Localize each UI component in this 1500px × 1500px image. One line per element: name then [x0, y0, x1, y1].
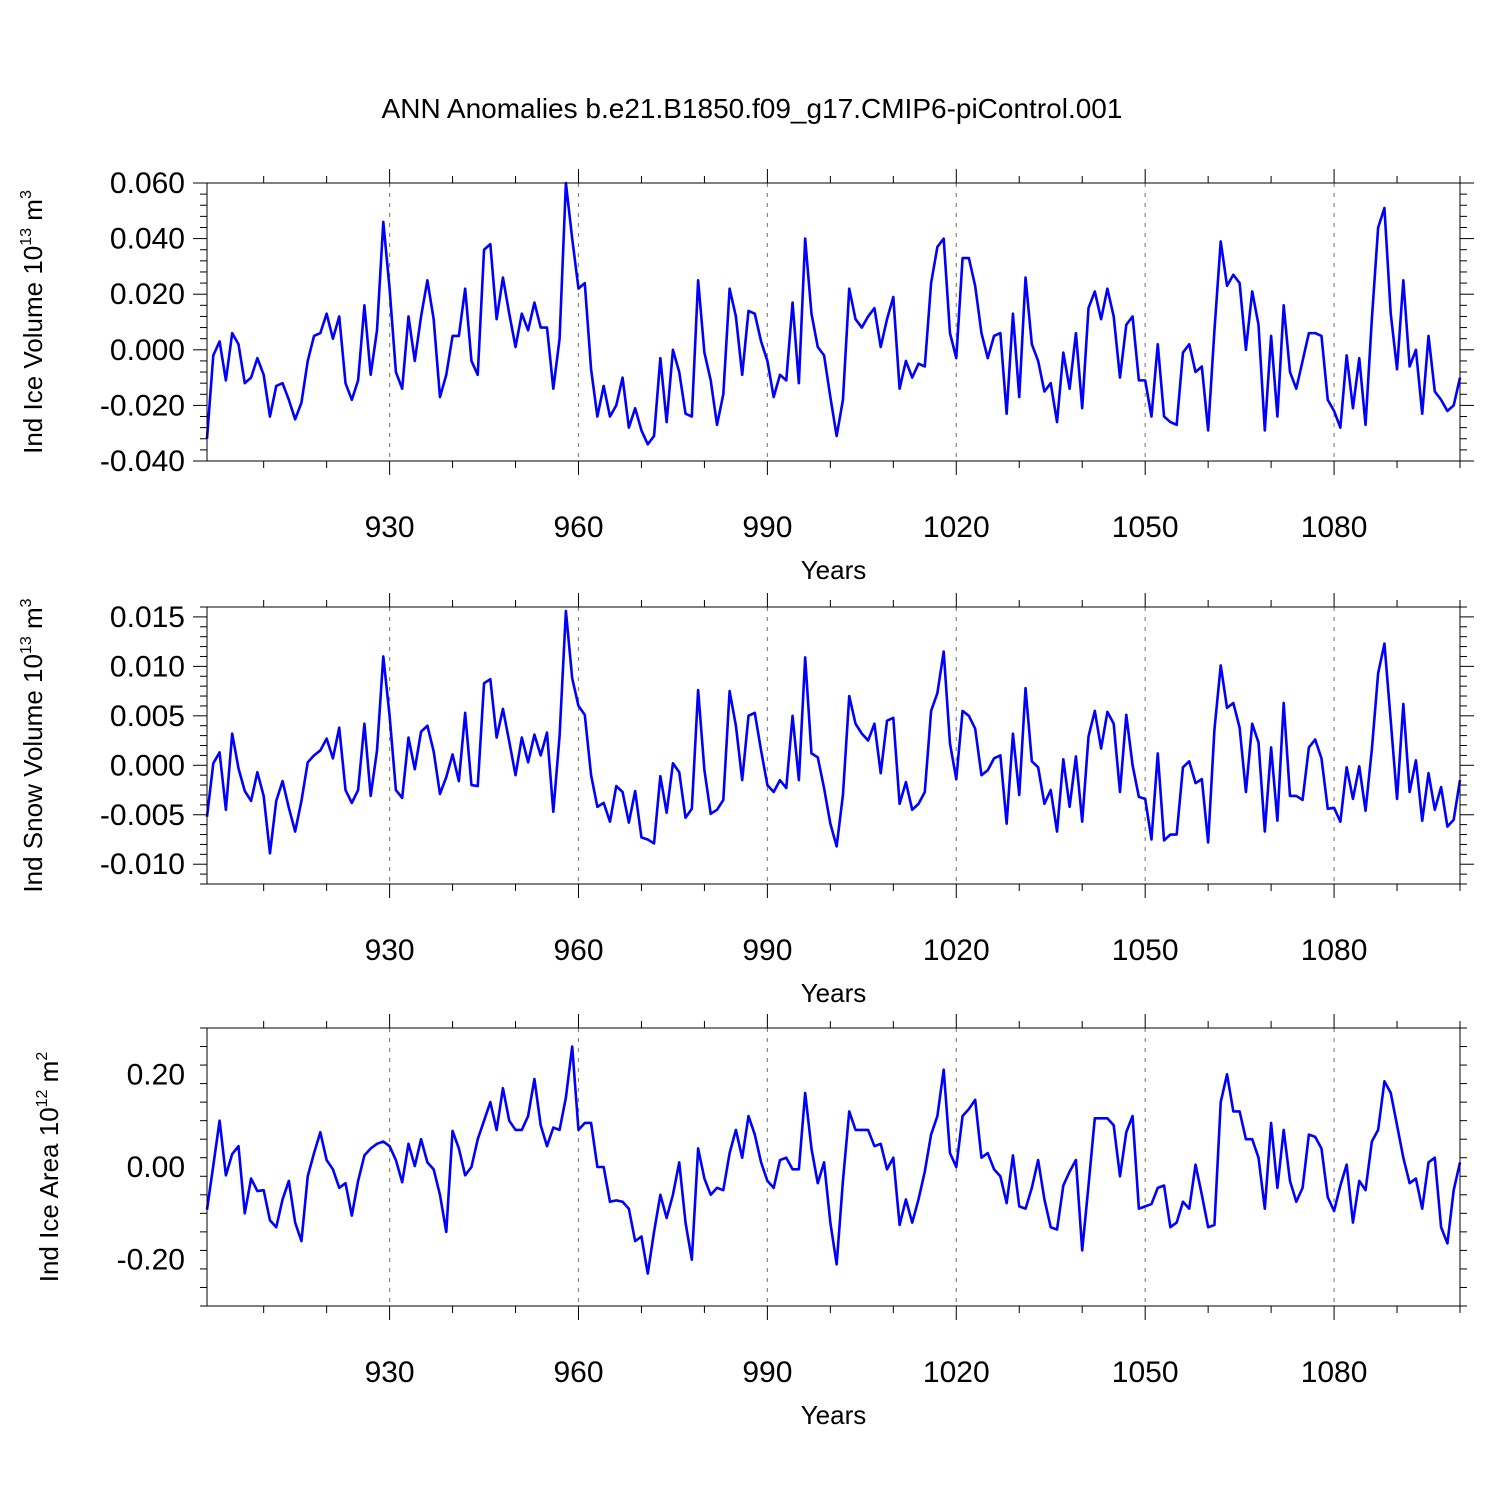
x-tick-label: 930 — [365, 511, 415, 544]
x-tick-label: 1050 — [1112, 511, 1179, 544]
y-axis-unit-power: 13 — [18, 228, 35, 246]
plot-frame — [206, 182, 1461, 462]
y-tick-label: 0.010 — [110, 650, 185, 683]
y-axis-label: Ind Snow Volume 1013 m3 — [18, 598, 48, 892]
y-axis-label-space — [18, 275, 48, 282]
y-axis-unit-suffix: m — [34, 1061, 64, 1083]
y-tick-label: -0.20 — [117, 1244, 185, 1277]
y-axis-label: Ind Ice Area 1012 m2 — [34, 1052, 64, 1283]
y-axis-unit-base: 10 — [18, 654, 48, 683]
y-axis-unit-suffix: m — [18, 199, 48, 221]
x-tick-label: 960 — [553, 1356, 603, 1389]
y-tick-label: -0.005 — [100, 799, 185, 832]
series-line-ice_volume — [205, 181, 1462, 446]
x-tick-label: 1020 — [923, 1356, 990, 1389]
y-tick-label: -0.040 — [100, 445, 185, 478]
x-axis-label: Years — [801, 978, 867, 1008]
x-tick-label: 930 — [365, 934, 415, 967]
x-axis-label: Years — [801, 555, 867, 585]
y-axis-unit-base: 10 — [34, 1107, 64, 1136]
x-tick-label: 1080 — [1301, 1356, 1368, 1389]
plot-frame — [206, 1027, 1461, 1307]
y-axis-unit-power: 13 — [18, 636, 35, 654]
y-axis-unit-power: 12 — [34, 1089, 51, 1107]
x-tick-label: 990 — [742, 511, 792, 544]
x-tick-label: 990 — [742, 934, 792, 967]
y-axis-label-text: Ind Ice Area — [34, 1143, 64, 1282]
y-axis-unit-suffix: m — [18, 607, 48, 629]
y-axis-unit-gap — [18, 629, 48, 636]
x-tick-label: 1020 — [923, 511, 990, 544]
x-tick-label: 960 — [553, 934, 603, 967]
y-tick-label: 0.060 — [110, 167, 185, 200]
y-axis-label-text: Ind Ice Volume — [18, 282, 48, 454]
y-tick-label: 0.00 — [127, 1151, 185, 1184]
x-tick-label: 930 — [365, 1356, 415, 1389]
y-tick-label: 0.015 — [110, 601, 185, 634]
y-axis-label-space — [34, 1136, 64, 1143]
y-tick-label: -0.020 — [100, 389, 185, 422]
y-tick-label: 0.000 — [110, 749, 185, 782]
chart-title: ANN Anomalies b.e21.B1850.f09_g17.CMIP6-… — [382, 93, 1123, 124]
y-tick-label: 0.020 — [110, 278, 185, 311]
x-tick-label: 960 — [553, 511, 603, 544]
y-tick-label: 0.005 — [110, 700, 185, 733]
y-axis-label-space — [18, 683, 48, 690]
y-axis-unit-exp: 2 — [34, 1052, 51, 1061]
y-axis-label: Ind Ice Volume 1013 m3 — [18, 190, 48, 454]
plot-frame — [206, 606, 1461, 885]
y-axis-unit-gap — [34, 1082, 64, 1089]
x-tick-label: 990 — [742, 1356, 792, 1389]
x-axis-label: Years — [801, 1400, 867, 1430]
x-tick-label: 1080 — [1301, 511, 1368, 544]
y-axis-unit-exp: 3 — [18, 598, 35, 607]
series-line-ice_area — [205, 1045, 1462, 1275]
y-axis-unit-base: 10 — [18, 246, 48, 275]
series-line-snow_volume — [205, 609, 1462, 855]
y-axis-unit-gap — [18, 221, 48, 228]
panel-snow-volume: -0.010 -0.005 0.000 0.005 0.010 0.015 930 960 99… — [18, 593, 1474, 1008]
y-axis-label-text: Ind Snow Volume — [18, 690, 48, 892]
x-tick-label: 1020 — [923, 934, 990, 967]
x-tick-label: 1050 — [1112, 1356, 1179, 1389]
x-tick-label: 1050 — [1112, 934, 1179, 967]
panel-ice-volume: -0.040 -0.020 0.000 0.020 0.040 0.060 930 960 99… — [18, 167, 1474, 585]
y-tick-label: 0.000 — [110, 334, 185, 367]
y-tick-label: 0.040 — [110, 223, 185, 256]
y-axis-unit-exp: 3 — [18, 190, 35, 199]
y-tick-label: 0.20 — [127, 1058, 185, 1091]
y-tick-label: -0.010 — [100, 848, 185, 881]
panel-ice-area: -0.20 0.00 0.20 930 960 990 1020 1050 1080 Years I… — [34, 1014, 1467, 1430]
x-tick-label: 1080 — [1301, 934, 1368, 967]
